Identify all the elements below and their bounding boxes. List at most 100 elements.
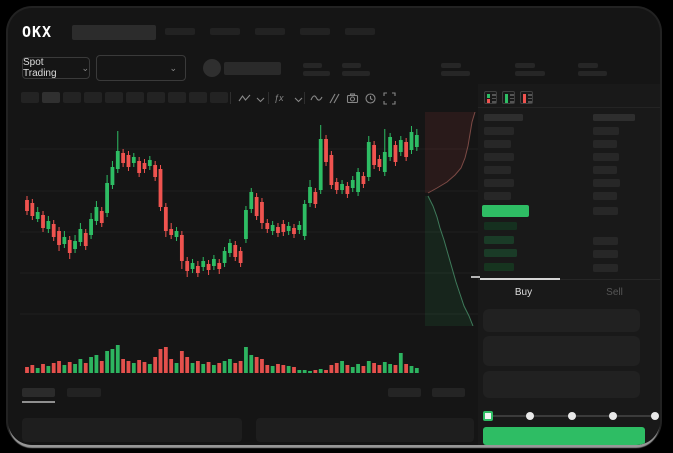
bid-row-amount[interactable] (593, 250, 618, 258)
ticker-stat-placeholder (303, 71, 330, 76)
toolbar-divider (230, 92, 231, 104)
slider-handle[interactable] (483, 411, 493, 421)
timeframe-chip[interactable] (168, 92, 186, 103)
market-type-dropdown[interactable]: Spot Trading ⌄ (22, 57, 90, 79)
ask-row-amount[interactable] (593, 192, 617, 200)
orderbook-price-header (484, 114, 523, 121)
ticker-stat-placeholder (578, 63, 598, 68)
bottom-field-placeholder[interactable] (22, 418, 242, 442)
toolbar-divider (304, 92, 305, 104)
ask-row-amount[interactable] (593, 179, 620, 187)
ticker-stat-placeholder (515, 63, 535, 68)
nav-item-placeholder[interactable] (300, 28, 330, 35)
candlestick-chart[interactable] (20, 108, 478, 378)
slider-stop[interactable] (609, 412, 618, 420)
slider-stop[interactable] (567, 412, 576, 420)
indicators-icon[interactable]: ƒx (274, 93, 284, 103)
orderbook-view-bids-icon[interactable] (502, 91, 515, 104)
timeframe-chip[interactable] (63, 92, 81, 103)
orderbook-view-asks-icon[interactable] (520, 91, 533, 104)
ticker-stat-placeholder (441, 63, 461, 68)
ask-row-price[interactable] (484, 192, 511, 200)
buy-tab-indicator (480, 278, 560, 280)
trendline-tools-icon[interactable] (328, 92, 341, 105)
orderbook-amount-header (593, 114, 635, 121)
nav-item-placeholder[interactable] (210, 28, 240, 35)
camera-icon[interactable] (346, 92, 359, 105)
bid-row-amount[interactable] (593, 236, 618, 245)
ticker-stat-placeholder (441, 71, 470, 76)
order-panel: Buy Sell (478, 84, 660, 445)
slider-stop[interactable] (525, 412, 534, 420)
ask-row-amount[interactable] (593, 140, 617, 148)
pair-search-dropdown[interactable]: ⌄ (96, 55, 186, 81)
alert-clock-icon[interactable] (364, 92, 377, 105)
ask-row-amount[interactable] (593, 153, 619, 161)
ask-row-price[interactable] (484, 127, 514, 135)
timeframe-chip[interactable] (84, 92, 102, 103)
bottom-action-placeholder[interactable] (432, 388, 465, 397)
pair-name-placeholder (224, 62, 281, 75)
ticker-stat-placeholder (303, 63, 322, 68)
ask-row-amount[interactable] (593, 127, 619, 135)
ticker-stat-placeholder (342, 63, 361, 68)
ticker-stat-placeholder (342, 71, 370, 76)
total-input-placeholder[interactable] (483, 371, 640, 398)
tab-sell[interactable]: Sell (606, 287, 623, 298)
price-input-placeholder[interactable] (483, 309, 640, 332)
line-drawing-icon[interactable] (310, 92, 323, 105)
ask-row-price[interactable] (484, 166, 511, 174)
ticker-stat-placeholder (578, 71, 607, 76)
fullscreen-icon[interactable] (383, 92, 396, 105)
bid-row-price[interactable] (484, 222, 517, 230)
ask-row-price[interactable] (484, 153, 514, 161)
toolbar-divider (268, 92, 269, 104)
last-price-badge[interactable] (482, 205, 529, 217)
tabs-divider (478, 279, 660, 280)
bottom-tab-underline (22, 401, 55, 403)
bottom-tab-active[interactable] (22, 388, 55, 397)
timeframe-chip[interactable] (42, 92, 60, 103)
ask-row-price[interactable] (484, 140, 511, 148)
slider-stop[interactable] (651, 412, 659, 420)
price-axis-marker (471, 276, 480, 278)
last-row-amount[interactable] (593, 207, 618, 215)
bottom-action-placeholder[interactable] (388, 388, 421, 397)
bid-row-amount[interactable] (593, 263, 618, 272)
chevron-down-icon: ⌄ (81, 62, 89, 73)
timeframe-chip[interactable] (189, 92, 207, 103)
app-window: OKX Spot Trading ⌄ ⌄ ƒx (8, 8, 660, 445)
amount-input-placeholder[interactable] (483, 336, 640, 366)
chevron-down-icon: ⌄ (169, 62, 177, 73)
ticker-stat-placeholder (515, 71, 545, 76)
okx-logo-text: OKX (22, 23, 53, 41)
chart-type-icon[interactable] (238, 92, 251, 105)
market-type-label: Spot Trading (23, 57, 57, 79)
timeframe-chip[interactable] (147, 92, 165, 103)
bid-row-price[interactable] (484, 262, 514, 271)
bottom-tab[interactable] (67, 388, 101, 397)
coin-avatar (203, 59, 221, 77)
orderbook-view-combined-icon[interactable] (484, 91, 497, 104)
nav-item-placeholder[interactable] (255, 28, 285, 35)
chevron-down-icon[interactable] (254, 93, 267, 106)
ask-row-amount[interactable] (593, 166, 617, 174)
buy-submit-button[interactable] (483, 427, 645, 445)
logo-adjacent-placeholder (72, 25, 156, 40)
depth-chart[interactable] (425, 112, 479, 326)
bid-row-price[interactable] (484, 249, 517, 257)
chevron-down-icon[interactable] (292, 93, 305, 106)
nav-item-placeholder[interactable] (165, 28, 195, 35)
bid-row-price[interactable] (484, 235, 514, 244)
okx-logo[interactable]: OKX (22, 23, 52, 42)
order-side-tabs: Buy Sell (478, 275, 660, 305)
timeframe-chip[interactable] (126, 92, 144, 103)
timeframe-chip[interactable] (105, 92, 123, 103)
ask-row-price[interactable] (484, 179, 514, 187)
timeframe-chip[interactable] (210, 92, 228, 103)
bottom-field-placeholder[interactable] (256, 418, 474, 442)
timeframe-chip[interactable] (21, 92, 39, 103)
tab-buy[interactable]: Buy (514, 287, 533, 298)
nav-item-placeholder[interactable] (345, 28, 375, 35)
